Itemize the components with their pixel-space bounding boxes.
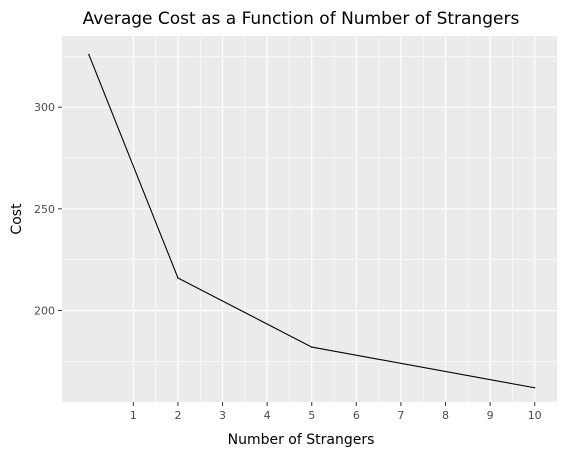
x-tick-label: 3 <box>219 409 226 422</box>
x-tick-label: 5 <box>308 409 315 422</box>
series-line-0 <box>88 54 535 389</box>
x-axis-title: Number of Strangers <box>228 432 375 448</box>
x-axis: 1 2 3 4 5 6 7 8 9 10 <box>130 402 542 422</box>
x-tick-label: 7 <box>397 409 404 422</box>
data-point <box>311 346 313 348</box>
data-point <box>534 387 536 389</box>
x-tick-label: 2 <box>174 409 181 422</box>
y-axis-title: Cost <box>9 203 25 235</box>
minor-gridlines <box>62 36 557 402</box>
data-point <box>177 277 179 279</box>
y-tick-label: 200 <box>34 305 55 318</box>
series-layer <box>88 53 536 389</box>
plot-panel <box>62 36 557 402</box>
x-tick-label: 1 <box>130 409 137 422</box>
x-tick-label: 9 <box>487 409 494 422</box>
x-tick-label: 4 <box>264 409 271 422</box>
x-tick-label: 10 <box>528 409 542 422</box>
x-tick-label: 6 <box>353 409 360 422</box>
chart-title: Average Cost as a Function of Number of … <box>83 9 520 29</box>
y-tick-label: 250 <box>34 203 55 216</box>
y-axis: 200 250 300 <box>34 101 62 318</box>
major-gridlines <box>62 36 557 402</box>
x-tick-label: 8 <box>442 409 449 422</box>
y-tick-label: 300 <box>34 101 55 114</box>
data-point <box>88 53 90 55</box>
